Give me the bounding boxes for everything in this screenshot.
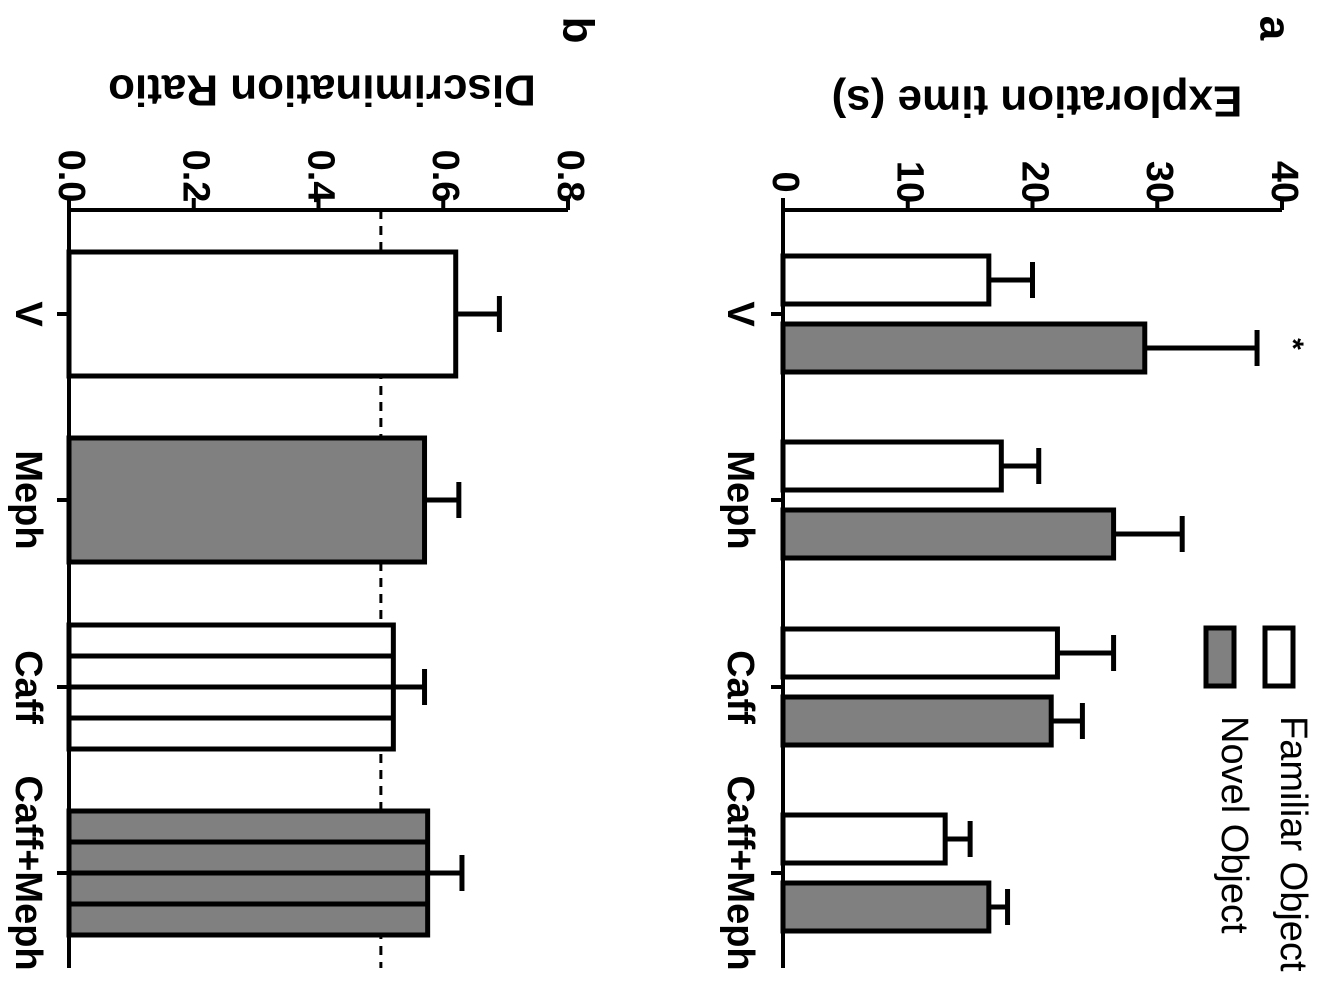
panel-a-legend: Familiar Object Novel Object	[1203, 625, 1314, 972]
panel-a-bar	[780, 253, 992, 307]
panel-b-category-label: Caff	[7, 650, 49, 724]
panel-b-bar-group	[66, 622, 428, 752]
panel-b-tick-label: 0.4	[299, 150, 341, 203]
panel-a-category-label: V	[719, 301, 761, 327]
panel-a-bar	[780, 694, 1054, 748]
panel-a-tick-label: 40	[1263, 161, 1305, 203]
panel-a-bar	[780, 321, 1148, 375]
panel-a-bar-group	[780, 321, 1260, 375]
panel-b-letter: b	[553, 17, 602, 44]
panel-a-category-label: Caff+Meph	[719, 775, 761, 970]
panel-a-category-label: Caff	[719, 650, 761, 724]
panel-a-bar-group	[780, 880, 1011, 934]
panel-b-category-label: V	[7, 301, 49, 327]
panel-a-bar-group	[780, 694, 1085, 748]
panel-a-bar-group	[780, 812, 973, 866]
panel-b-bar-group	[66, 435, 462, 565]
panel-a-chart: a Exploration time (s) 0 10 20 30 40 * V Meph…	[719, 16, 1314, 972]
panel-a-bar	[780, 812, 948, 866]
panel-a-significance-marker: *	[1276, 338, 1309, 350]
panel-a-bar-group	[780, 507, 1185, 561]
panel-a-tick-label: 20	[1013, 161, 1055, 203]
panel-a-bar	[780, 439, 1004, 493]
panel-a-bar-group	[780, 439, 1042, 493]
panel-a-category-label: Meph	[719, 450, 761, 549]
panel-b-chart: b Discrimination Ratio 0.0 0.2 0.4 0.6 0.8 V…	[7, 17, 602, 971]
legend-label-novel: Novel Object	[1213, 716, 1255, 934]
panel-a-tick-label: 10	[889, 161, 931, 203]
panel-a-letter: a	[1250, 16, 1299, 41]
panel-b-bar-group	[66, 249, 502, 379]
panel-b-tick-label: 0.6	[424, 150, 466, 203]
panel-b-tick-label: 0.2	[175, 150, 217, 203]
panel-a-y-axis-title: Exploration time (s)	[832, 76, 1243, 125]
panel-b-tick-label: 0.0	[50, 150, 92, 203]
panel-b-bar	[66, 435, 428, 565]
panel-a-bar	[780, 626, 1060, 680]
panel-b-tick-label: 0.8	[549, 150, 591, 203]
panel-a-bar-group	[780, 626, 1117, 680]
legend-swatch-familiar	[1262, 625, 1296, 689]
legend-swatch-novel	[1203, 625, 1237, 689]
panel-b-bar	[66, 249, 459, 379]
panel-a-bar	[780, 507, 1117, 561]
panel-b-bar-group	[66, 808, 465, 938]
panel-b-y-axis-title: Discrimination Ratio	[108, 65, 536, 114]
panel-b-category-label: Meph	[7, 450, 49, 549]
panel-a-tick-label: 30	[1138, 161, 1180, 203]
legend-label-familiar: Familiar Object	[1272, 716, 1314, 972]
panel-b-category-label: Caff+Meph	[7, 775, 49, 970]
panel-a-tick-label: 0	[764, 171, 806, 192]
panel-a-bar-group	[780, 253, 1035, 307]
panel-a-bar	[780, 880, 992, 934]
